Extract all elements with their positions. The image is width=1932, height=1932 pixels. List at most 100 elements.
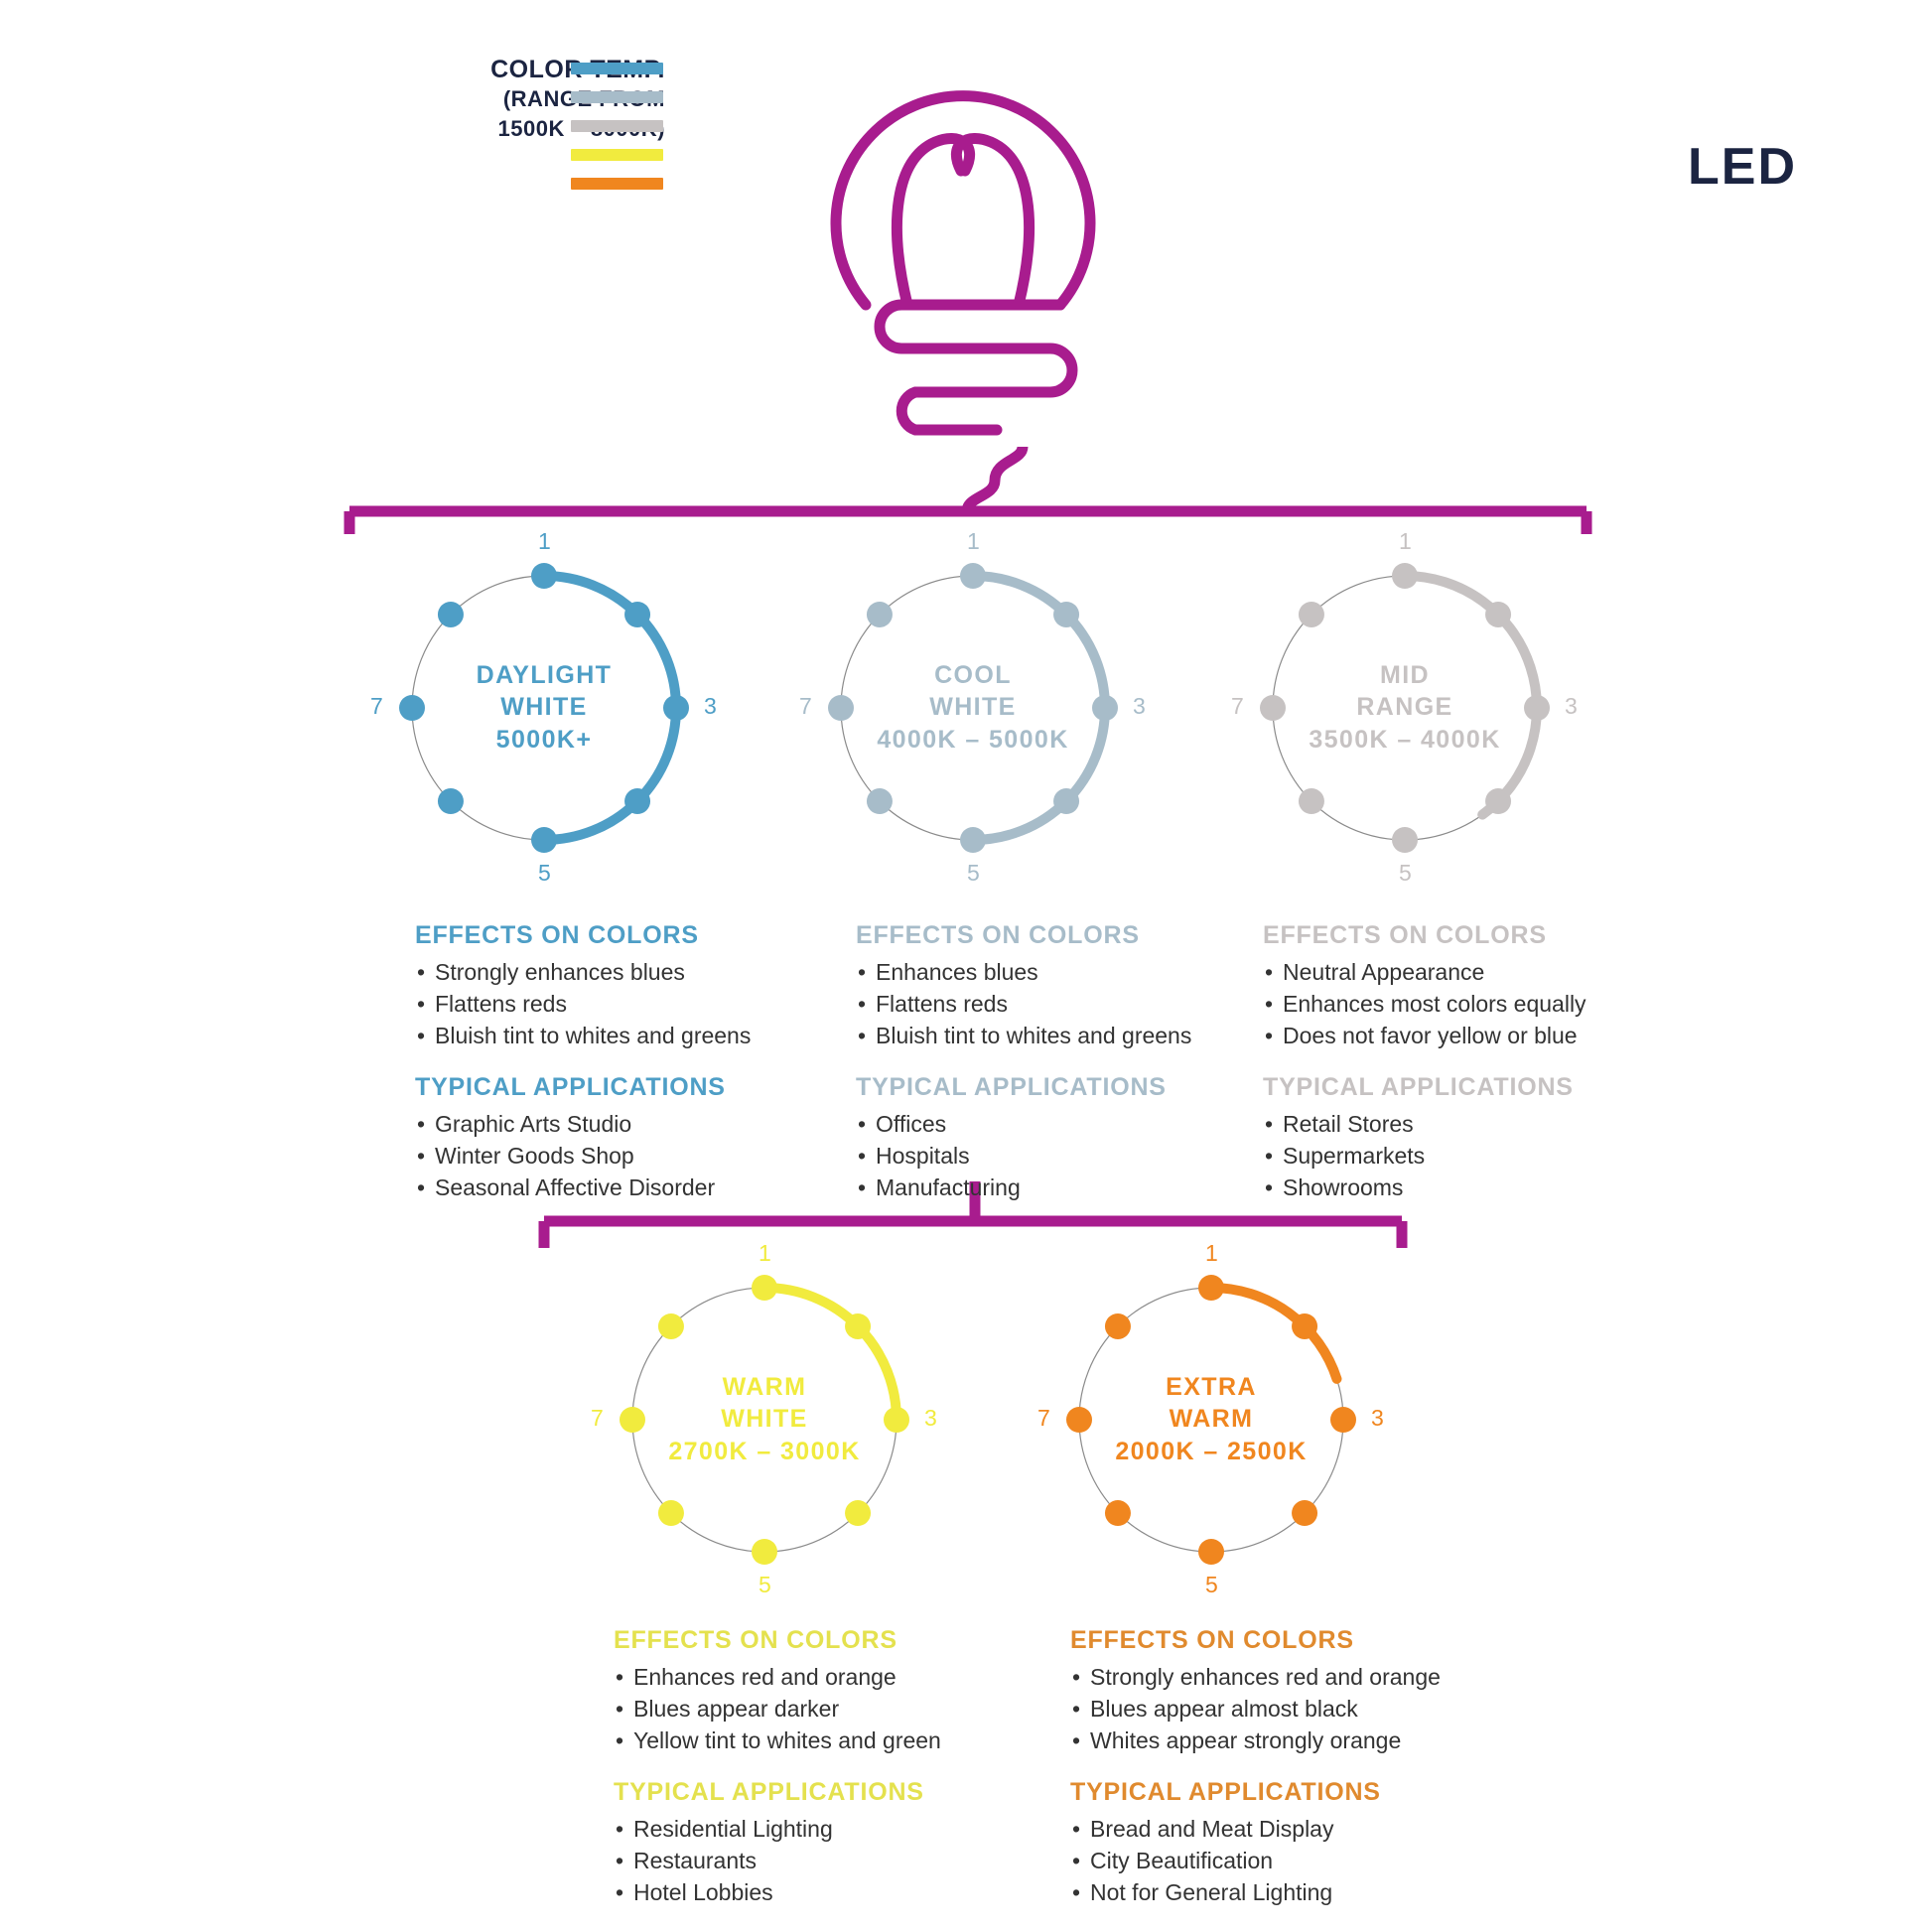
gauge-dot-2 [1292, 1312, 1318, 1339]
gauge-dot-3 [884, 1407, 909, 1433]
gauge-ring-daylight-white [399, 563, 689, 853]
effects-on-colors-heading: EFFECTS ON COLORS [1263, 921, 1547, 949]
list-item: Does not favor yellow or blue [1263, 1020, 1690, 1051]
effects-on-colors-heading: EFFECTS ON COLORS [1070, 1626, 1354, 1654]
gauge-dot-7 [1066, 1407, 1092, 1433]
gauge-dot-6 [437, 788, 464, 815]
gauge-tick-5: 5 [1399, 860, 1412, 886]
gauge-tick-5: 5 [967, 860, 980, 886]
gauge-dot-5 [531, 827, 557, 853]
gauge-tick-1: 1 [538, 528, 551, 554]
gauge-tick-3: 3 [704, 693, 717, 719]
section-spacer [1263, 1051, 1690, 1073]
gauge-tick-7: 7 [1231, 693, 1244, 719]
gauge-dot-2 [1485, 601, 1512, 627]
list-item: Hotel Lobbies [614, 1876, 1040, 1908]
typical-applications-list: Graphic Arts StudioWinter Goods ShopSeas… [415, 1108, 842, 1203]
list-item: City Beautification [1070, 1845, 1497, 1876]
gauge-dot-3 [1092, 695, 1118, 721]
gauge-dot-8 [1298, 601, 1324, 627]
daylight-white-swatch [571, 63, 663, 74]
gauge-tick-1: 1 [1205, 1240, 1218, 1266]
color-temp-legend: COLOR TEMP. (RANGE FROM 1500K – 8000K) [367, 55, 665, 190]
gauge-daylight-white: DAYLIGHT WHITE 5000K+ 1 3 5 7 [370, 528, 717, 886]
gauge-tick-7: 7 [799, 693, 812, 719]
list-item: Offices [856, 1108, 1283, 1140]
bulb-outline-icon [830, 90, 1096, 436]
list-item: Whites appear strongly orange [1070, 1725, 1497, 1756]
textblock-warm-white: EFFECTS ON COLORS Enhances red and orange… [614, 1626, 1040, 1908]
gauge-dot-3 [663, 695, 689, 721]
list-item: Blues appear darker [614, 1693, 1040, 1725]
list-item: Graphic Arts Studio [415, 1108, 842, 1140]
gauge-dot-8 [1104, 1312, 1131, 1339]
gauge-mid-range: MID RANGE 3500K – 4000K 1 3 5 7 [1231, 528, 1578, 886]
gauge-active-arc [1206, 1283, 1342, 1384]
led-bulb-illustration: LED [784, 15, 1795, 477]
gauge-dot-6 [866, 788, 893, 815]
gauge-tick-3: 3 [1133, 693, 1146, 719]
gauge-dot-6 [1298, 788, 1324, 815]
effects-on-colors-list: Strongly enhances red and orangeBlues ap… [1070, 1661, 1497, 1756]
gauge-dot-4 [624, 788, 651, 815]
warm-white-swatch [571, 149, 663, 161]
gauge-dot-7 [399, 695, 425, 721]
gauge-tick-5: 5 [1205, 1572, 1218, 1597]
list-item: Flattens reds [415, 988, 842, 1020]
typical-applications-list: Bread and Meat DisplayCity Beautificatio… [1070, 1813, 1497, 1908]
effects-on-colors-list: Neutral AppearanceEnhances most colors e… [1263, 956, 1690, 1051]
gauge-extra-warm: EXTRA WARM 2000K – 2500K 1 3 5 7 [1037, 1240, 1384, 1597]
led-label: LED [1688, 138, 1797, 196]
textblock-mid-range: EFFECTS ON COLORS Neutral AppearanceEnhan… [1263, 921, 1690, 1203]
legend-swatch-list [571, 63, 663, 190]
effects-on-colors-list: Enhances red and orangeBlues appear dark… [614, 1661, 1040, 1756]
section-spacer [856, 1051, 1283, 1073]
list-item: Enhances red and orange [614, 1661, 1040, 1693]
section-spacer [614, 1756, 1040, 1778]
list-item: Manufacturing [856, 1172, 1283, 1203]
effects-on-colors-list: Enhances bluesFlattens redsBluish tint t… [856, 956, 1283, 1051]
gauge-dot-1 [960, 563, 986, 589]
textblock-cool-white: EFFECTS ON COLORS Enhances bluesFlattens … [856, 921, 1283, 1203]
gauge-tick-7: 7 [591, 1405, 604, 1431]
list-item: Seasonal Affective Disorder [415, 1172, 842, 1203]
list-item: Strongly enhances blues [415, 956, 842, 988]
gauge-active-arc [539, 571, 681, 845]
gauge-tick-1: 1 [1399, 528, 1412, 554]
gauge-tick-1: 1 [967, 528, 980, 554]
gauge-dot-2 [845, 1312, 872, 1339]
effects-on-colors-heading: EFFECTS ON COLORS [614, 1626, 897, 1654]
typical-applications-heading: TYPICAL APPLICATIONS [614, 1778, 924, 1806]
list-item: Yellow tint to whites and green [614, 1725, 1040, 1756]
gauge-tick-7: 7 [1037, 1405, 1050, 1431]
gauge-dot-3 [1524, 695, 1550, 721]
gauge-ring-extra-warm [1066, 1275, 1356, 1565]
list-item: Restaurants [614, 1845, 1040, 1876]
gauge-dot-3 [1330, 1407, 1356, 1433]
gauge-dot-5 [1392, 827, 1418, 853]
gauge-dot-7 [620, 1407, 645, 1433]
gauge-dot-6 [1104, 1500, 1131, 1527]
gauge-dot-1 [1198, 1275, 1224, 1301]
list-item: Flattens reds [856, 988, 1283, 1020]
list-item: Strongly enhances red and orange [1070, 1661, 1497, 1693]
list-item: Bluish tint to whites and greens [415, 1020, 842, 1051]
list-item: Bluish tint to whites and greens [856, 1020, 1283, 1051]
gauge-tick-3: 3 [924, 1405, 937, 1431]
gauge-dot-1 [531, 563, 557, 589]
list-item: Hospitals [856, 1140, 1283, 1172]
gauge-dot-5 [752, 1539, 777, 1565]
list-item: Enhances most colors equally [1263, 988, 1690, 1020]
typical-applications-heading: TYPICAL APPLICATIONS [415, 1073, 726, 1101]
gauge-ring-mid-range [1260, 563, 1550, 853]
gauge-dot-2 [1053, 601, 1080, 627]
list-item: Enhances blues [856, 956, 1283, 988]
textblock-daylight-white: EFFECTS ON COLORS Strongly enhances blues… [415, 921, 842, 1203]
gauge-active-arc [1400, 571, 1542, 820]
section-spacer [415, 1051, 842, 1073]
typical-applications-heading: TYPICAL APPLICATIONS [1263, 1073, 1574, 1101]
gauge-tick-1: 1 [759, 1240, 771, 1266]
gauge-tick-5: 5 [538, 860, 551, 886]
list-item: Neutral Appearance [1263, 956, 1690, 988]
